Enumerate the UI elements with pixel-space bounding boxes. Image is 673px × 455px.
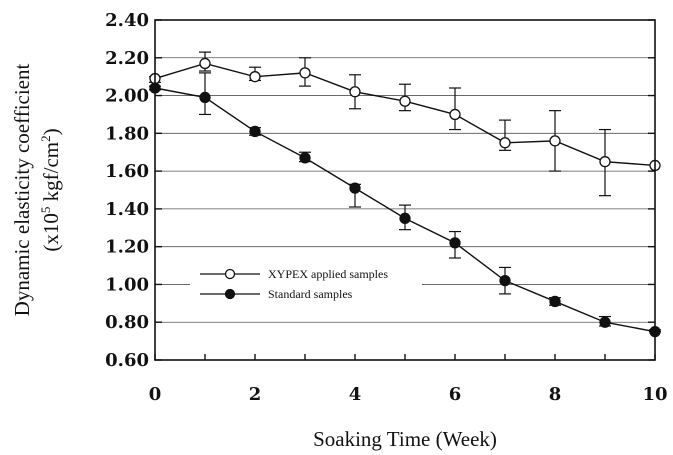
x-tick-label: 4: [349, 384, 362, 405]
y-tick-label: 1.20: [105, 237, 149, 258]
x-tick-label: 10: [642, 384, 667, 405]
series-xypex: [149, 51, 661, 197]
data-point-standard: [599, 316, 611, 328]
legend-label-standard: Standard samples: [268, 287, 353, 301]
series-layer: [149, 51, 661, 338]
y-axis-title-line1: Dynamic elasticity coefficient: [10, 64, 34, 317]
y-axis-unit-middle: kgf/cm: [39, 142, 63, 207]
y-tick-label: 1.60: [105, 161, 149, 182]
data-point-xypex: [299, 67, 311, 79]
y-tick-label: 1.40: [105, 199, 149, 220]
legend-label-xypex: XYPEX applied samples: [268, 267, 388, 281]
y-axis-unit-exponent2: 2: [38, 135, 53, 142]
data-point-standard: [549, 295, 561, 308]
y-axis-unit-suffix: ): [39, 128, 63, 135]
data-point-standard: [249, 125, 261, 138]
data-point-xypex: [349, 86, 361, 98]
data-point-xypex: [549, 135, 561, 147]
y-tick-label: 0.80: [105, 312, 149, 333]
data-point-xypex: [249, 71, 261, 83]
data-point-xypex: [499, 137, 511, 149]
data-point-standard: [299, 152, 311, 164]
y-tick-label: 1.80: [105, 123, 149, 144]
data-point-standard: [499, 275, 511, 287]
y-axis-unit-prefix: (x10: [39, 213, 63, 252]
legend-marker-xypex: [224, 268, 236, 280]
x-tick-labels: 0 2 4 6 8 10: [149, 384, 668, 405]
x-tick-label: 0: [149, 384, 162, 405]
data-point-standard: [199, 91, 211, 104]
y-axis-title-line2: (x105 kgf/cm2): [38, 128, 63, 251]
x-tick-label: 8: [549, 384, 562, 405]
y-tick-label: 2.40: [105, 10, 149, 31]
y-tick-label: 0.60: [105, 350, 149, 371]
y-tick-label: 2.00: [105, 86, 149, 107]
y-axis-unit-exponent: 5: [38, 207, 53, 214]
data-point-standard: [399, 212, 411, 224]
data-point-standard: [449, 237, 461, 249]
data-point-standard: [349, 182, 361, 194]
tick-marks: [154, 19, 656, 361]
y-tick-labels: 2.40 2.20 2.00 1.80 1.60 1.40 1.20 1.00 0.80 0.60: [105, 10, 149, 371]
legend-marker-standard: [224, 288, 236, 300]
x-tick-label: 2: [249, 384, 262, 405]
x-tick-label: 6: [449, 384, 462, 405]
y-tick-label: 2.20: [105, 48, 149, 69]
data-point-xypex: [599, 156, 611, 168]
x-axis-title: Soaking Time (Week): [313, 427, 497, 451]
y-tick-label: 1.00: [105, 274, 149, 295]
data-point-xypex: [399, 95, 411, 107]
series-standard: [149, 72, 661, 338]
legend: XYPEX applied samples Standard samples: [190, 262, 422, 308]
plot-area-frame: [154, 19, 656, 361]
data-point-xypex: [449, 108, 461, 121]
data-point-xypex: [199, 57, 211, 70]
